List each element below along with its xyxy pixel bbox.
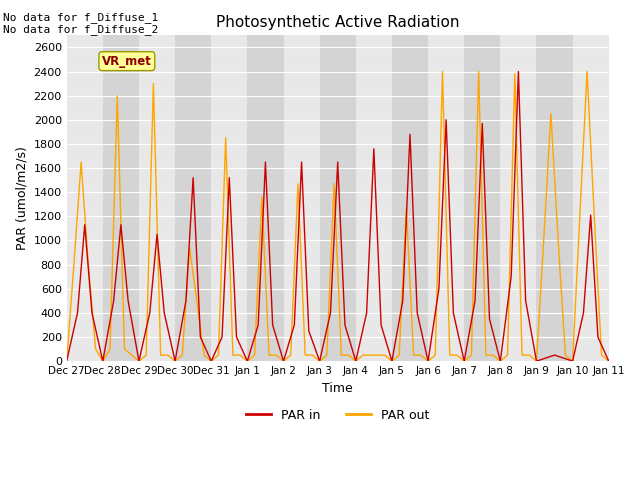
- Bar: [248, 36, 284, 361]
- Bar: [103, 36, 139, 361]
- Bar: [392, 36, 428, 361]
- Bar: [464, 36, 500, 361]
- Text: VR_met: VR_met: [102, 55, 152, 68]
- Text: No data for f_Diffuse_1
No data for f_Diffuse_2: No data for f_Diffuse_1 No data for f_Di…: [3, 12, 159, 36]
- Bar: [536, 36, 573, 361]
- Bar: [175, 36, 211, 361]
- X-axis label: Time: Time: [323, 382, 353, 395]
- Legend: PAR in, PAR out: PAR in, PAR out: [241, 404, 434, 427]
- Bar: [319, 36, 356, 361]
- Title: Photosynthetic Active Radiation: Photosynthetic Active Radiation: [216, 15, 460, 30]
- Y-axis label: PAR (umol/m2/s): PAR (umol/m2/s): [15, 146, 28, 250]
